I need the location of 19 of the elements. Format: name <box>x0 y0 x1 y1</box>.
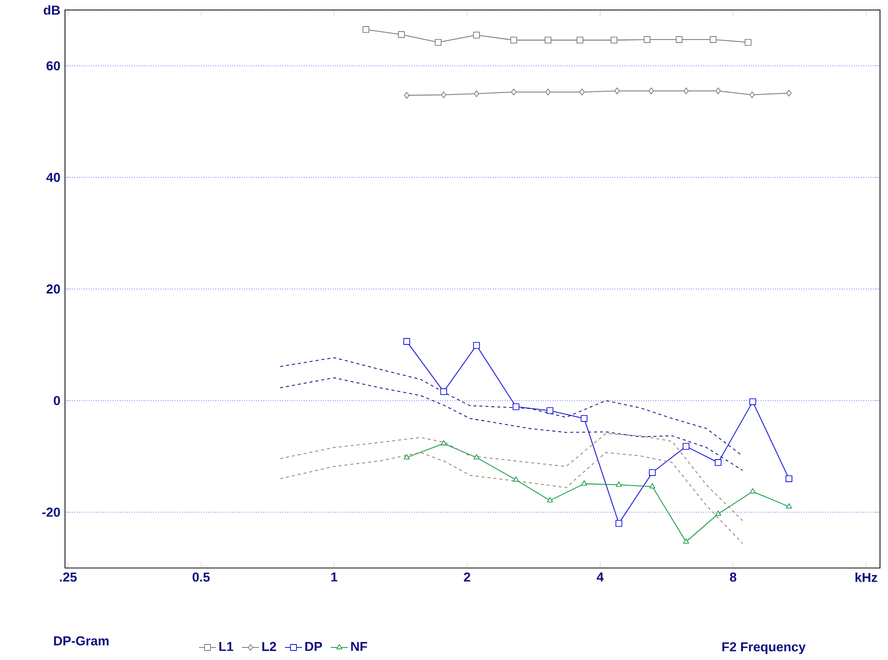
legend-label: DP <box>305 642 322 651</box>
x-tick-label: 0.5 <box>192 572 210 582</box>
y-tick-label: 0 <box>54 396 60 406</box>
x-tick-label: .25 <box>60 572 77 582</box>
x-tick-label: 8 <box>730 572 736 582</box>
x-axis-title: F2 Frequency <box>722 642 806 654</box>
y-tick-label: 60 <box>46 61 60 70</box>
x-tick-label: 1 <box>331 572 338 582</box>
y-tick-label: -20 <box>42 508 60 517</box>
text: DP-Gram <box>54 636 109 646</box>
x-tick-label: kHz <box>856 572 878 582</box>
y-tick-label: dB <box>44 5 60 15</box>
x-tick-label: 4 <box>596 572 604 582</box>
legend-label: L1 <box>219 642 234 651</box>
x-tick-label: 2 <box>464 572 470 582</box>
y-tick-label: 20 <box>46 284 60 294</box>
legend-label: NF <box>351 642 368 651</box>
y-tick-label: 40 <box>46 172 60 182</box>
legend-label: L2 <box>262 642 276 651</box>
